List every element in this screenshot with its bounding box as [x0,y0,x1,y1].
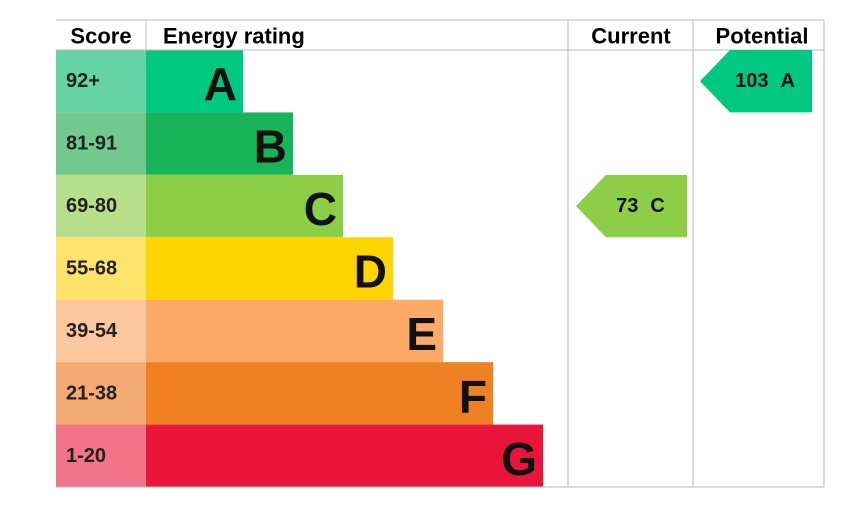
rating-letter: E [406,308,437,360]
current-value: 73 [616,195,638,217]
score-cell [56,112,146,175]
score-label: 81-91 [66,133,117,155]
potential-arrow [700,50,812,113]
score-label: 1-20 [66,445,106,467]
header-score: Score [70,24,131,49]
score-cell [56,424,146,488]
rating-letter: B [254,121,287,173]
score-label: 55-68 [66,258,117,280]
potential-letter: A [780,70,794,92]
score-cell [56,299,146,363]
rating-letter: F [459,370,487,422]
rating-bar [146,112,293,175]
score-cell [56,362,146,425]
score-label: 92+ [66,70,100,92]
potential-value: 103 [735,70,768,92]
rating-bar [146,424,543,488]
rating-bar [146,50,243,113]
score-cell [56,237,146,300]
current-letter: C [650,195,664,217]
header-rating: Energy rating [163,24,305,49]
rating-bar [146,362,493,425]
rating-bar [146,299,443,363]
score-label: 39-54 [66,320,118,342]
current-arrow [576,174,687,238]
rating-letter: C [304,183,337,235]
score-label: 69-80 [66,195,117,217]
header: Score Energy rating Current Potential [70,24,808,49]
current-label: 73 C [616,195,665,217]
rating-bar [146,174,343,238]
header-potential: Potential [716,24,809,49]
score-label: 21-38 [66,382,117,404]
rating-letter: D [354,246,387,298]
rating-letter: G [501,433,537,485]
rating-letter: A [204,58,237,110]
score-cell [56,174,146,238]
header-current: Current [591,24,671,49]
score-cell [56,50,146,113]
potential-label: 103 A [735,70,795,92]
rating-bar [146,237,393,300]
